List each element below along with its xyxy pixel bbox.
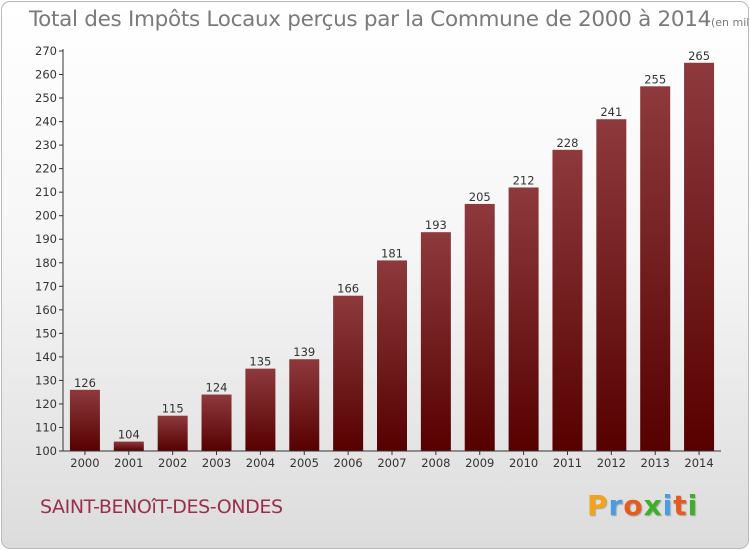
x-tick-label: 2011 xyxy=(553,456,582,470)
x-tick-label: 2003 xyxy=(202,456,231,470)
logo-letter: t xyxy=(673,489,688,522)
bar-value-label: 104 xyxy=(118,428,140,442)
bar-2007 xyxy=(377,260,407,451)
bar-value-label: 241 xyxy=(600,105,622,119)
x-tick-label: 2005 xyxy=(290,456,319,470)
y-tick-label: 180 xyxy=(35,256,57,270)
bar-value-label: 255 xyxy=(644,72,666,86)
y-tick-label: 130 xyxy=(35,373,57,387)
bar-value-label: 166 xyxy=(337,282,359,296)
bar-2000 xyxy=(69,389,100,451)
proxiti-logo: Proxiti xyxy=(587,489,698,522)
y-tick-label: 170 xyxy=(35,279,57,293)
bar-value-label: 181 xyxy=(381,246,403,260)
y-axis: 100 110 120 130 140 150 160 170 180 190 200 210 220 2… xyxy=(35,44,64,458)
x-tick-label: 2010 xyxy=(509,456,538,470)
bar-2004 xyxy=(245,368,276,451)
y-tick-label: 200 xyxy=(35,209,57,223)
y-tick-label: 210 xyxy=(35,185,57,199)
bar-value-label: 265 xyxy=(688,49,710,63)
x-tick-label: 2014 xyxy=(684,456,713,470)
y-tick-label: 250 xyxy=(35,91,57,105)
y-tick-label: 140 xyxy=(35,350,57,364)
y-tick-label: 100 xyxy=(35,444,57,458)
bars: 126 104 115 124 135 139 166 181 193 205 212 228 241 2… xyxy=(69,49,715,451)
commune-name: SAINT-BENOîT-DES-ONDES xyxy=(40,496,283,518)
x-tick-label: 2000 xyxy=(70,456,99,470)
x-tick-label: 2001 xyxy=(114,456,143,470)
bar-value-label: 124 xyxy=(206,381,228,395)
bar-2011 xyxy=(552,149,583,451)
x-tick-label: 2006 xyxy=(333,456,362,470)
x-tick-label: 2013 xyxy=(641,456,670,470)
bar-2002 xyxy=(157,415,188,451)
y-tick-label: 270 xyxy=(35,44,57,58)
y-tick-label: 190 xyxy=(35,232,57,246)
bar-2001 xyxy=(113,441,144,451)
y-tick-label: 150 xyxy=(35,326,57,340)
x-tick-label: 2002 xyxy=(158,456,187,470)
bar-2005 xyxy=(289,359,320,451)
bar-value-label: 115 xyxy=(162,402,184,416)
logo-letter: o xyxy=(623,489,644,522)
bar-2006 xyxy=(333,295,364,451)
logo-letter: i xyxy=(687,489,699,522)
logo-letter: i xyxy=(662,489,674,522)
x-tick-label: 2012 xyxy=(597,456,626,470)
chart-title-text: Total des Impôts Locaux perçus par la Co… xyxy=(29,7,711,32)
y-tick-label: 230 xyxy=(35,138,57,152)
bar-2013 xyxy=(640,86,671,451)
bar-2012 xyxy=(596,119,627,451)
y-tick-label: 160 xyxy=(35,303,57,317)
bar-2003 xyxy=(201,394,232,451)
bar-value-label: 228 xyxy=(556,136,578,150)
x-tick-label: 2009 xyxy=(465,456,494,470)
y-tick-label: 260 xyxy=(35,68,57,82)
x-tick-label: 2007 xyxy=(377,456,406,470)
x-axis: 2000 2001 2002 2003 2004 2005 2006 2007 2008 2009… xyxy=(63,450,721,470)
bar-2010 xyxy=(508,187,539,451)
y-tick-label: 110 xyxy=(35,420,57,434)
logo-letter: r xyxy=(608,489,624,522)
bar-value-label: 212 xyxy=(513,173,535,187)
y-tick-label: 220 xyxy=(35,162,57,176)
bar-2009 xyxy=(464,203,495,451)
bar-2008 xyxy=(420,232,451,451)
logo-letter: x xyxy=(643,489,663,522)
bar-value-label: 126 xyxy=(74,376,96,390)
bar-value-label: 135 xyxy=(249,355,271,369)
x-tick-label: 2008 xyxy=(421,456,450,470)
bar-value-label: 139 xyxy=(293,345,315,359)
y-tick-label: 240 xyxy=(35,115,57,129)
chart-title: Total des Impôts Locaux perçus par la Co… xyxy=(29,7,748,32)
x-tick-label: 2004 xyxy=(246,456,275,470)
bar-2014 xyxy=(684,62,715,451)
logo-letter: P xyxy=(587,489,609,522)
chart-unit-note: (en milliers d'€) xyxy=(711,16,748,29)
bar-value-label: 193 xyxy=(425,218,447,232)
bar-value-label: 205 xyxy=(469,190,491,204)
y-tick-label: 120 xyxy=(35,397,57,411)
